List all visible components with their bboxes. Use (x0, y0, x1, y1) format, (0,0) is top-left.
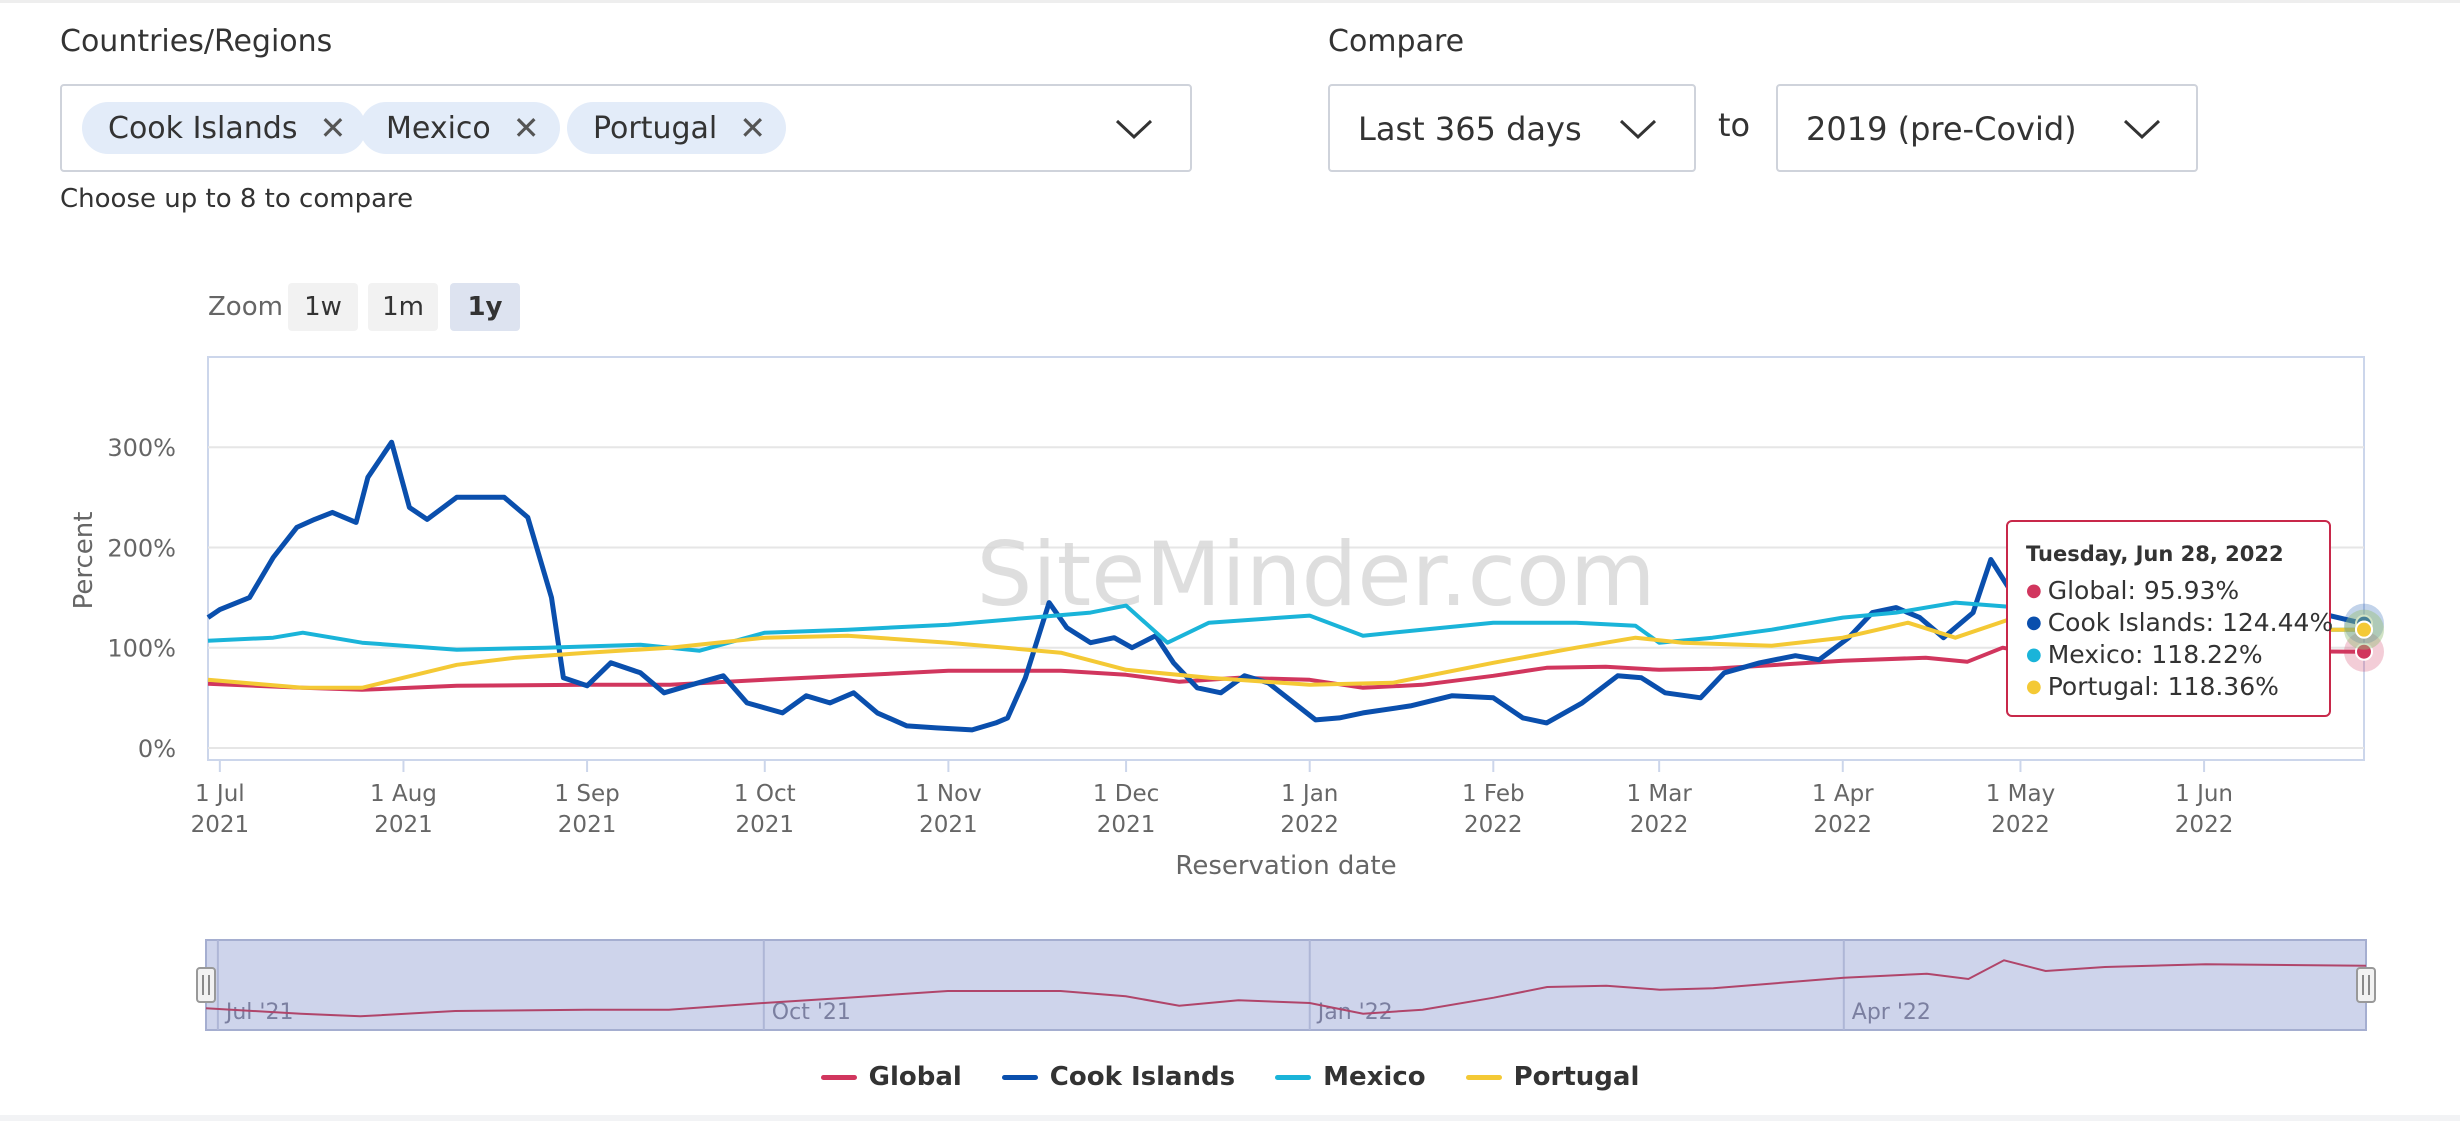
country-chip-portugal: Portugal ✕ (567, 102, 787, 154)
x-tick-year-label: 2021 (735, 812, 794, 838)
zoom-1m-button[interactable]: 1m (368, 283, 438, 331)
dot-icon: ● (2026, 675, 2042, 697)
x-tick-year-label: 2022 (2175, 812, 2234, 838)
legend-label: Portugal (1513, 1062, 1640, 1092)
x-tick-year-label: 2022 (1813, 812, 1872, 838)
compare-to-value: 2019 (pre-Covid) (1806, 110, 2077, 148)
legend-swatch (1275, 1074, 1312, 1080)
x-tick-label: 1 Apr (1812, 781, 1874, 807)
tooltip-value: Mexico: 118.22% (2047, 639, 2263, 669)
dot-icon: ● (2026, 579, 2042, 601)
x-tick-year-label: 2022 (1630, 812, 1689, 838)
chart-legend: Global Cook Islands Mexico Portugal (0, 1062, 2460, 1092)
legend-label: Cook Islands (1049, 1062, 1236, 1092)
top-border (0, 0, 2460, 3)
tooltip-date: Tuesday, Jun 28, 2022 (2026, 542, 2284, 566)
close-icon[interactable]: ✕ (512, 109, 540, 147)
series-line-global (207, 645, 2365, 692)
plot-frame (207, 356, 2365, 761)
navigator-window (205, 939, 2367, 1031)
tooltip-row: ● Mexico: 118.22% (2026, 638, 2311, 670)
navigator-handle-left[interactable] (196, 967, 216, 1003)
x-tick-label: 1 Nov (915, 781, 982, 807)
close-icon[interactable]: ✕ (739, 109, 767, 147)
y-axis-title: Percent (69, 512, 99, 610)
close-icon[interactable]: ✕ (319, 109, 347, 147)
y-tick-label: 0% (138, 735, 176, 763)
series-line-portugal (207, 613, 2364, 690)
x-tick-year-label: 2021 (374, 812, 433, 838)
country-chip-cook-islands: Cook Islands ✕ (82, 102, 367, 154)
legend-item-cook-islands[interactable]: Cook Islands (1001, 1062, 1236, 1092)
dot-icon: ● (2026, 611, 2042, 633)
legend-item-portugal[interactable]: Portugal (1465, 1062, 1640, 1092)
countries-label: Countries/Regions (60, 24, 333, 59)
series-line-mexico (207, 600, 2364, 653)
x-tick-year-label: 2021 (919, 812, 978, 838)
x-tick-label: 1 Dec (1093, 781, 1159, 807)
x-tick-label: 1 Oct (734, 781, 796, 807)
x-tick-label: 1 Jun (2175, 781, 2233, 807)
tooltip-value: Global: 95.93% (2047, 575, 2240, 605)
tooltip-row: ● Global: 95.93% (2026, 574, 2311, 606)
x-axis-title: Reservation date (1175, 851, 1396, 881)
x-tick-year-label: 2021 (558, 812, 617, 838)
compare-label: Compare (1328, 24, 1465, 59)
navigator-series-line (205, 959, 2367, 1018)
country-chip-mexico: Mexico ✕ (360, 102, 560, 154)
tooltip-value: Portugal: 118.36% (2047, 671, 2279, 701)
x-tick-label: 1 Aug (370, 781, 437, 807)
navigator-label: Apr '22 (1852, 1000, 1931, 1025)
x-tick-year-label: 2022 (1991, 812, 2050, 838)
watermark: SiteMinder.com (976, 523, 1655, 626)
compare-from-value: Last 365 days (1358, 110, 1582, 148)
chip-label: Mexico (386, 110, 491, 146)
hover-marker-global (2355, 642, 2373, 661)
navigator-label: Oct '21 (772, 1000, 851, 1025)
legend-label: Mexico (1323, 1062, 1426, 1092)
compare-to-select[interactable]: 2019 (pre-Covid) (1776, 84, 2198, 172)
x-tick-label: 1 Jan (1281, 781, 1338, 807)
legend-swatch (820, 1074, 857, 1080)
to-label: to (1718, 106, 1751, 144)
x-tick-label: 1 Feb (1462, 781, 1525, 807)
series-line-cook-islands (206, 439, 2365, 733)
navigator-handle-right[interactable] (2356, 967, 2376, 1003)
tooltip-row: ● Cook Islands: 124.44% (2026, 606, 2333, 638)
chip-label: Cook Islands (108, 110, 298, 146)
zoom-1y-button[interactable]: 1y (450, 283, 520, 331)
bottom-bar (0, 1115, 2460, 1121)
tooltip-row: ● Portugal: 118.36% (2026, 670, 2311, 702)
countries-hint: Choose up to 8 to compare (60, 184, 414, 214)
y-tick-label: 300% (107, 434, 176, 462)
tooltip-value: Cook Islands: 124.44% (2047, 607, 2334, 637)
dot-icon: ● (2026, 643, 2042, 665)
countries-select[interactable]: Cook Islands ✕ Mexico ✕ Portugal ✕ (60, 84, 1192, 172)
zoom-1w-button[interactable]: 1w (288, 283, 358, 331)
legend-label: Global (868, 1062, 962, 1092)
chart-tooltip: Tuesday, Jun 28, 2022 ● Global: 95.93% ● C… (2006, 520, 2333, 717)
legend-swatch (1465, 1074, 1502, 1080)
legend-swatch (1001, 1074, 1038, 1080)
x-tick-label: 1 Jul (195, 781, 245, 807)
x-tick-year-label: 2021 (1097, 812, 1156, 838)
compare-from-select[interactable]: Last 365 days (1328, 84, 1696, 172)
chevron-down-icon[interactable] (1618, 116, 1658, 142)
x-tick-label: 1 Mar (1626, 781, 1692, 807)
chevron-down-icon[interactable] (1114, 116, 1154, 142)
y-tick-label: 200% (107, 534, 176, 562)
y-tick-label: 100% (107, 635, 176, 663)
x-tick-year-label: 2022 (1280, 812, 1339, 838)
zoom-label: Zoom (208, 292, 283, 322)
chip-label: Portugal (593, 110, 718, 146)
hover-marker-portugal (2355, 620, 2373, 639)
legend-item-mexico[interactable]: Mexico (1275, 1062, 1426, 1092)
legend-item-global[interactable]: Global (820, 1062, 962, 1092)
x-tick-label: 1 May (1986, 781, 2056, 807)
chevron-down-icon[interactable] (2122, 116, 2162, 142)
line-chart: 0% 100% 200% 300% Percent SiteMinder.com 1 Jul… (69, 356, 2384, 1031)
x-tick-label: 1 Sep (554, 781, 619, 807)
x-tick-year-label: 2021 (191, 812, 250, 838)
x-tick-year-label: 2022 (1464, 812, 1523, 838)
